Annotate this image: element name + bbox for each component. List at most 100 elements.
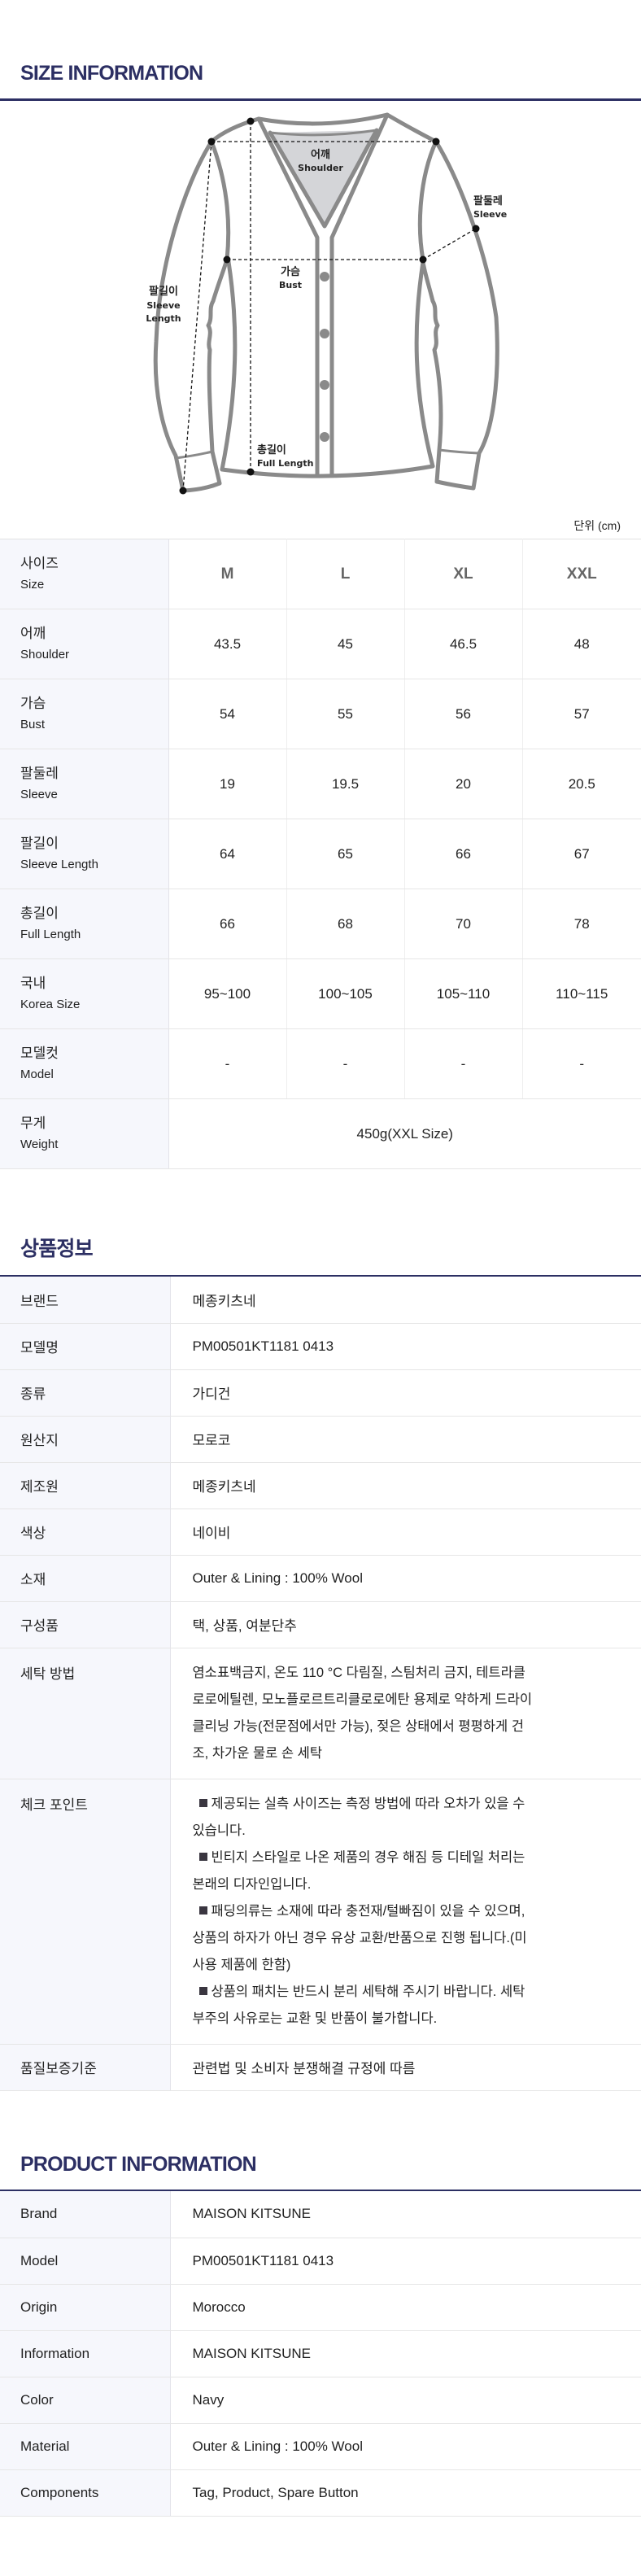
cell: 70 (404, 889, 523, 959)
text-line: 상품의 하자가 아닌 경우 유상 교환/반품으로 진행 됩니다.(미 (192, 1930, 527, 1945)
cell: 105~110 (404, 958, 523, 1029)
cell: 56 (404, 679, 523, 749)
table-row: 팔길이 Sleeve Length 64 65 66 67 (0, 819, 641, 889)
row-label: 소재 (0, 1555, 171, 1602)
row-value: MAISON KITSUNE (170, 2191, 641, 2238)
cell: 100~105 (286, 958, 405, 1029)
table-row: Origin Morocco (0, 2284, 641, 2331)
text-line: 있습니다. (192, 1823, 246, 1838)
weight-value: 450g(XXL Size) (168, 1098, 641, 1169)
cell: 54 (168, 679, 287, 749)
table-row: 모델컷 Model - - - - (0, 1028, 641, 1099)
measurement-lines (182, 121, 477, 491)
row-value: 네이비 (170, 1508, 641, 1556)
table-row: 국내 Korea Size 95~100 100~105 105~110 110~115 (0, 958, 641, 1029)
label-full-length-ko: 총길이 (257, 443, 286, 456)
label-sleeve-length-ko: 팔길이 (149, 285, 178, 298)
row-label: Model (0, 2238, 171, 2285)
cell: 64 (168, 819, 287, 889)
row-value: 메종키츠네 (170, 1462, 641, 1509)
label-shoulder-en: Shoulder (298, 163, 343, 173)
row-label: Components (0, 2469, 171, 2517)
row-value: PM00501KT1181 0413 (170, 1323, 641, 1370)
cell: 20 (404, 749, 523, 819)
text-line: 부주의 사유로는 교환 및 반품이 불가합니다. (192, 2011, 438, 2026)
row-label: 세탁 방법 (0, 1648, 171, 1779)
row-label: 종류 (0, 1369, 171, 1417)
square-bullet-icon (198, 1986, 207, 1995)
row-label: 모델명 (0, 1323, 171, 1370)
row-label: 가슴 Bust (0, 679, 169, 749)
row-value: Morocco (170, 2284, 641, 2331)
row-label: 품질보증기준 (0, 2044, 171, 2091)
row-label: Color (0, 2377, 171, 2424)
row-label: Brand (0, 2191, 171, 2238)
cell: 19.5 (286, 749, 405, 819)
cell: 78 (522, 889, 641, 959)
label-shoulder-ko: 어깨 (311, 148, 330, 161)
row-label: 무게 Weight (0, 1098, 169, 1169)
cell: 55 (286, 679, 405, 749)
unit-label: 단위 (cm) (573, 519, 621, 532)
wash-instructions: 염소표백금지, 온도 110 °C 다림질, 스팀처리 금지, 테트라클 로로에… (170, 1648, 641, 1779)
row-value: PM00501KT1181 0413 (170, 2238, 641, 2285)
size-information-title: SIZE INFORMATION (20, 62, 203, 85)
cell: 20.5 (522, 749, 641, 819)
cell: 67 (522, 819, 641, 889)
cell: 43.5 (168, 609, 287, 679)
text-line: 로로에틸렌, 모노플로르트리클로로에탄 용제로 약하게 드라이 (192, 1692, 533, 1707)
square-bullet-icon (198, 1906, 207, 1915)
row-label: 원산지 (0, 1416, 171, 1463)
quality-row: 품질보증기준 관련법 및 소비자 분쟁해결 규정에 따름 (0, 2044, 641, 2091)
row-label: 모델컷 Model (0, 1028, 169, 1099)
weight-row: 무게 Weight 450g(XXL Size) (0, 1098, 641, 1169)
wash-row: 세탁 방법 염소표백금지, 온도 110 °C 다림질, 스팀처리 금지, 테트… (0, 1648, 641, 1779)
table-row: Components Tag, Product, Spare Button (0, 2469, 641, 2517)
table-row: Information MAISON KITSUNE (0, 2330, 641, 2377)
row-label: Material (0, 2423, 171, 2470)
size-xl: XL (404, 539, 523, 609)
cell: 66 (168, 889, 287, 959)
text-line: 염소표백금지, 온도 110 °C 다림질, 스팀처리 금지, 테트라클 (192, 1665, 525, 1680)
size-l: L (286, 539, 405, 609)
cell: 57 (522, 679, 641, 749)
text-line: 본래의 디자인입니다. (192, 1876, 312, 1892)
table-row: Brand MAISON KITSUNE (0, 2191, 641, 2238)
row-label: 사이즈 Size (0, 539, 169, 609)
table-row: 종류 가디건 (0, 1369, 641, 1417)
list-item: 제공되는 실측 사이즈는 측정 방법에 따라 오차가 있을 수 (193, 1791, 641, 1818)
row-label: 제조원 (0, 1462, 171, 1509)
cell: 65 (286, 819, 405, 889)
label-full-length-en: Full Length (257, 458, 313, 469)
row-value: Outer & Lining : 100% Wool (170, 1555, 641, 1602)
table-row: 소재 Outer & Lining : 100% Wool (0, 1555, 641, 1602)
size-information-header: SIZE INFORMATION (0, 0, 641, 101)
table-row: Material Outer & Lining : 100% Wool (0, 2423, 641, 2470)
label-bust-ko: 가슴 (281, 266, 300, 278)
label-sleeve-ko: 팔둘레 (473, 195, 503, 207)
row-value: Navy (170, 2377, 641, 2424)
row-label: 총길이 Full Length (0, 889, 169, 959)
measurement-point-icons (179, 117, 480, 495)
square-bullet-icon (198, 1798, 207, 1807)
label-bust-en: Bust (279, 280, 302, 290)
measurement-diagram: 어깨 Shoulder 팔둘레 Sleeve 가슴 Bust 팔길이 Sleev… (0, 101, 641, 539)
table-row: 어깨 Shoulder 43.5 45 46.5 48 (0, 609, 641, 679)
table-row: 가슴 Bust 54 55 56 57 (0, 679, 641, 749)
cell: - (286, 1028, 405, 1099)
row-label: 체크 포인트 (0, 1779, 171, 2045)
row-value: 메종키츠네 (170, 1277, 641, 1324)
row-label: 팔둘레 Sleeve (0, 749, 169, 819)
cell: 48 (522, 609, 641, 679)
size-m: M (168, 539, 287, 609)
list-item: 상품의 패치는 반드시 분리 세탁해 주시기 바랍니다. 세탁 (193, 1979, 641, 2006)
text-line: 클리닝 가능(전문점에서만 가능), 젖은 상태에서 평평하게 건 (192, 1718, 524, 1734)
cell: 19 (168, 749, 287, 819)
product-info-ko-table: 브랜드 메종키츠네 모델명 PM00501KT1181 0413 종류 가디건 원산지… (0, 1277, 641, 2091)
table-row: 팔둘레 Sleeve 19 19.5 20 20.5 (0, 749, 641, 819)
table-row: 총길이 Full Length 66 68 70 78 (0, 889, 641, 959)
row-label: 국내 Korea Size (0, 958, 169, 1029)
label-sleeve-length-en1: Sleeve (146, 300, 180, 311)
cardigan-outline (153, 112, 499, 493)
text-line: 사용 제품에 한함) (192, 1957, 291, 1972)
